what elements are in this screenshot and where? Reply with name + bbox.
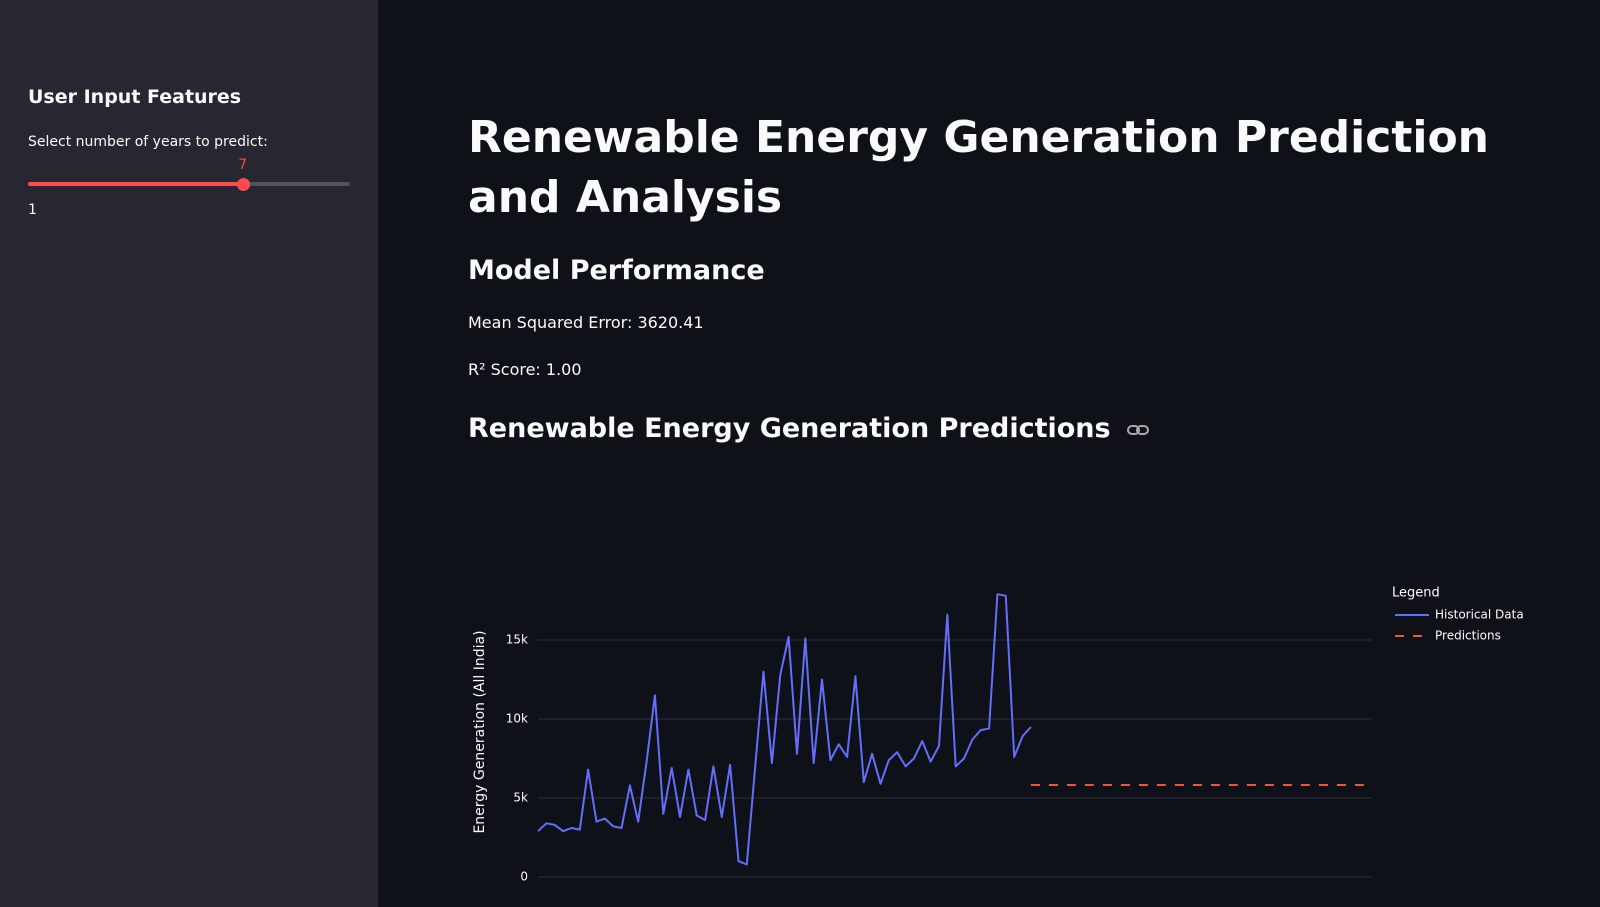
subheader: Model Performance [468,255,765,286]
sidebar-header: User Input Features [28,86,242,108]
slider-value: 7 [238,157,247,173]
slider-thumb[interactable] [236,178,250,191]
y-tick-label: 10k [506,712,528,726]
legend-title: Legend [1392,586,1440,601]
series-line [537,593,1032,866]
chart: 0 5k 10k 15k Energy Generation (All India) Le… [467,467,1525,907]
slider-min: 1 [28,202,37,218]
y-tick-label: 15k [506,633,528,647]
slider-fill [28,182,243,186]
y-tick-label: 0 [520,870,528,884]
y-axis-title: Energy Generation (All India) [472,630,488,833]
link-icon[interactable] [1126,423,1150,437]
legend-label: Predictions [1435,629,1501,643]
chart-background [467,467,1525,907]
chart-header: Renewable Energy Generation Predictions [468,413,1150,444]
chart-header-text: Renewable Energy Generation Predictions [468,413,1111,444]
sidebar: User Input Features Select number of yea… [0,0,378,907]
page-title: Renewable Energy Generation Prediction a… [468,112,1490,223]
legend-label: Historical Data [1435,608,1524,622]
mse-text: Mean Squared Error: 3620.41 [468,313,704,332]
y-tick-label: 5k [513,791,528,805]
r2-text: R² Score: 1.00 [468,360,582,379]
slider-label: Select number of years to predict: [28,134,268,150]
